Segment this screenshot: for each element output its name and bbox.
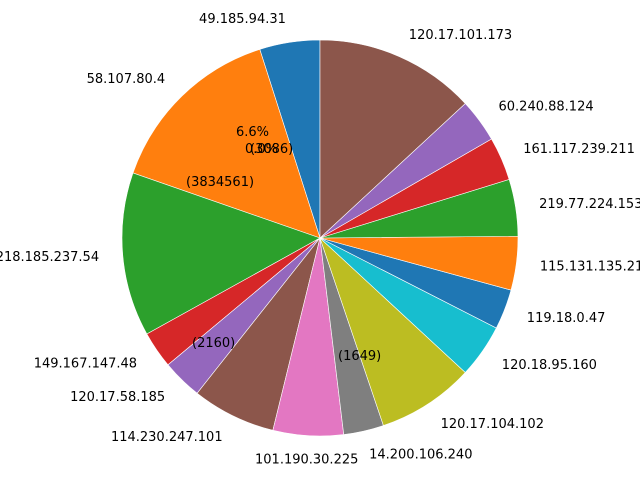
count-label-c: (2160) <box>192 336 235 351</box>
slice-label-15: 120.17.101.173 <box>409 28 512 43</box>
count-label-b: (3086) <box>250 142 293 157</box>
slice-label-0: 49.185.94.31 <box>199 12 286 27</box>
pie-slices <box>121 39 519 437</box>
overlay-text: 6.6% 0.0% (3834561) (3086) (2160) (1649) <box>186 125 381 364</box>
slice-label-9: 120.18.95.160 <box>502 358 597 373</box>
slice-label-10: 119.18.0.47 <box>527 311 606 326</box>
pct-label-a: 6.6% <box>236 125 269 140</box>
slice-label-1: 58.107.80.4 <box>87 72 166 87</box>
slice-label-14: 60.240.88.124 <box>499 99 594 114</box>
pie-slice-1 <box>132 49 321 239</box>
slice-label-3: 149.167.147.48 <box>34 356 137 371</box>
slice-labels: 49.185.94.31 58.107.80.4 218.185.237.54 149… <box>0 12 640 467</box>
slice-label-6: 101.190.30.225 <box>255 452 358 467</box>
slice-label-2: 218.185.237.54 <box>0 250 99 265</box>
pie-slice-2 <box>121 172 321 335</box>
pct-label-b: 0.0% <box>245 142 278 157</box>
slice-label-7: 14.200.106.240 <box>369 447 472 462</box>
count-label-a: (3834561) <box>186 175 254 190</box>
slice-label-8: 120.17.104.102 <box>441 417 544 432</box>
pie-slice-8 <box>319 237 466 426</box>
slice-label-4: 120.17.58.185 <box>70 390 165 405</box>
slice-label-13: 161.117.239.211 <box>523 142 635 157</box>
slice-label-5: 114.230.247.101 <box>111 430 223 445</box>
slice-label-12: 219.77.224.153 <box>539 197 640 212</box>
count-label-d: (1649) <box>338 349 381 364</box>
slice-label-11: 115.131.135.21 <box>540 260 640 275</box>
pie-slice-15 <box>319 39 466 239</box>
